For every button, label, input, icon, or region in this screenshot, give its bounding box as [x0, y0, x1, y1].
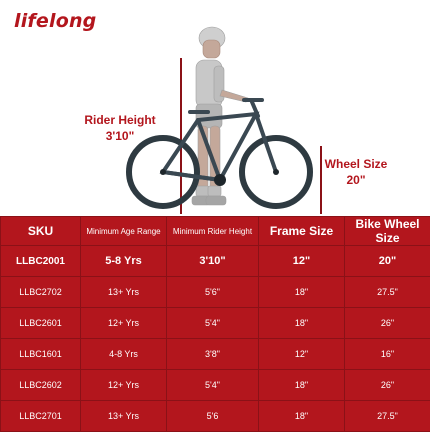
cell-wheel: 16" [345, 339, 430, 370]
cell-age: 13+ Yrs [81, 277, 167, 308]
table-row: LLBC1601 4-8 Yrs 3'8" 12" 16" [1, 339, 430, 370]
cell-height: 3'10" [167, 246, 259, 277]
cell-sku: LLBC2001 [1, 246, 81, 277]
cell-frame: 12" [259, 339, 345, 370]
cell-height: 5'6" [167, 277, 259, 308]
cell-wheel: 27.5" [345, 401, 430, 432]
header-wheel-size: Bike Wheel Size [345, 217, 430, 246]
size-chart-table: SKU Minimum Age Range Minimum Rider Heig… [0, 216, 430, 432]
cell-wheel: 27.5" [345, 277, 430, 308]
cell-sku: LLBC2701 [1, 401, 81, 432]
cell-frame: 18" [259, 401, 345, 432]
cell-sku: LLBC2601 [1, 308, 81, 339]
hero-area: lifelong Rider Height 3'10" Wheel Size 2… [0, 0, 430, 216]
rider-bicycle-illustration [0, 0, 430, 216]
cell-sku: LLBC1601 [1, 339, 81, 370]
header-min-age: Minimum Age Range [81, 217, 167, 246]
cell-frame: 18" [259, 277, 345, 308]
cell-height: 5'4" [167, 308, 259, 339]
table-header-row: SKU Minimum Age Range Minimum Rider Heig… [1, 217, 430, 246]
cell-age: 4-8 Yrs [81, 339, 167, 370]
cell-frame: 18" [259, 308, 345, 339]
header-min-rider-height: Minimum Rider Height [167, 217, 259, 246]
cell-wheel: 20" [345, 246, 430, 277]
cell-wheel: 26" [345, 308, 430, 339]
cell-age: 12+ Yrs [81, 370, 167, 401]
cell-frame: 18" [259, 370, 345, 401]
table-row: LLBC2702 13+ Yrs 5'6" 18" 27.5" [1, 277, 430, 308]
table-row: LLBC2602 12+ Yrs 5'4" 18" 26" [1, 370, 430, 401]
table-row: LLBC2601 12+ Yrs 5'4" 18" 26" [1, 308, 430, 339]
cell-wheel: 26" [345, 370, 430, 401]
cell-age: 12+ Yrs [81, 308, 167, 339]
cell-sku: LLBC2602 [1, 370, 81, 401]
cell-age: 5-8 Yrs [81, 246, 167, 277]
cell-height: 5'6 [167, 401, 259, 432]
cell-height: 5'4" [167, 370, 259, 401]
cell-sku: LLBC2702 [1, 277, 81, 308]
cell-height: 3'8" [167, 339, 259, 370]
table-row: LLBC2001 5-8 Yrs 3'10" 12" 20" [1, 246, 430, 277]
cell-age: 13+ Yrs [81, 401, 167, 432]
cell-frame: 12" [259, 246, 345, 277]
header-frame-size: Frame Size [259, 217, 345, 246]
table-row: LLBC2701 13+ Yrs 5'6 18" 27.5" [1, 401, 430, 432]
header-sku: SKU [1, 217, 81, 246]
